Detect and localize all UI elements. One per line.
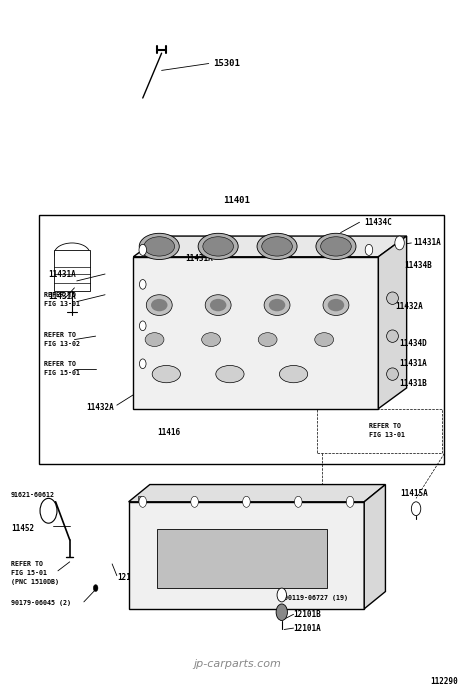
Ellipse shape [151, 299, 167, 311]
Circle shape [395, 236, 404, 250]
Text: 11434C: 11434C [364, 218, 392, 227]
Text: 11431A: 11431A [204, 235, 232, 244]
Bar [137, 496, 143, 502]
Text: 11415A: 11415A [400, 489, 428, 498]
Text: REFER TO: REFER TO [44, 333, 76, 338]
Text: 90119-06727 (19): 90119-06727 (19) [284, 595, 348, 602]
Circle shape [365, 245, 373, 256]
Ellipse shape [198, 234, 238, 260]
Text: 11431A: 11431A [414, 238, 441, 247]
Text: 11431A: 11431A [48, 292, 76, 301]
Ellipse shape [139, 234, 179, 260]
Text: REFER TO: REFER TO [369, 423, 401, 429]
Text: 12101A: 12101A [293, 624, 321, 633]
Text: B: B [46, 507, 51, 516]
Bar [55, 250, 90, 291]
Ellipse shape [315, 333, 334, 346]
Text: 91621-60612: 91621-60612 [11, 492, 55, 498]
Text: REFER TO: REFER TO [44, 292, 76, 298]
Polygon shape [133, 236, 407, 257]
Ellipse shape [328, 299, 344, 311]
Circle shape [411, 502, 421, 516]
Ellipse shape [145, 333, 164, 346]
Text: 11401: 11401 [224, 196, 250, 205]
Text: 90179-06045 (2): 90179-06045 (2) [11, 600, 71, 606]
Ellipse shape [144, 237, 174, 256]
Ellipse shape [387, 292, 398, 304]
Text: (PNC 1510DB): (PNC 1510DB) [11, 579, 59, 585]
Text: 15301: 15301 [213, 59, 240, 68]
Circle shape [191, 496, 198, 507]
Ellipse shape [320, 237, 351, 256]
Text: 12101: 12101 [117, 573, 140, 582]
Circle shape [294, 496, 302, 507]
Ellipse shape [152, 365, 181, 383]
Text: 11421: 11421 [143, 491, 166, 500]
Circle shape [93, 585, 98, 592]
Ellipse shape [55, 243, 90, 263]
Text: 11434D: 11434D [400, 339, 428, 348]
Ellipse shape [269, 299, 285, 311]
Circle shape [139, 496, 146, 507]
Text: 11431A: 11431A [48, 270, 76, 279]
Circle shape [139, 245, 146, 256]
Text: FIG 13-02: FIG 13-02 [44, 342, 80, 347]
Ellipse shape [264, 295, 290, 315]
Text: FIG 13-01: FIG 13-01 [44, 301, 80, 307]
Text: 11416: 11416 [157, 428, 180, 437]
Ellipse shape [216, 365, 244, 383]
Text: 11434B: 11434B [404, 261, 432, 270]
Ellipse shape [316, 234, 356, 260]
Ellipse shape [387, 368, 398, 380]
Polygon shape [133, 257, 378, 409]
Circle shape [243, 496, 250, 507]
Text: 11432A: 11432A [86, 403, 114, 412]
Ellipse shape [262, 237, 292, 256]
Text: 11452: 11452 [11, 523, 34, 532]
Polygon shape [157, 529, 327, 588]
Ellipse shape [258, 333, 277, 346]
Circle shape [139, 279, 146, 289]
Text: 11431B: 11431B [400, 378, 428, 387]
Ellipse shape [203, 237, 234, 256]
Circle shape [40, 498, 57, 523]
Ellipse shape [323, 295, 349, 315]
Polygon shape [378, 236, 407, 409]
Text: 11431A: 11431A [400, 359, 428, 368]
Text: 11432A: 11432A [395, 302, 423, 311]
Text: FIG 15-01: FIG 15-01 [11, 570, 47, 576]
Ellipse shape [146, 295, 172, 315]
Polygon shape [128, 484, 385, 502]
Bar [39, 216, 444, 464]
Ellipse shape [257, 234, 297, 260]
Text: FIG 13-01: FIG 13-01 [369, 432, 405, 438]
Ellipse shape [279, 365, 308, 383]
Circle shape [346, 496, 354, 507]
Text: 11431A: 11431A [185, 254, 213, 263]
Text: 112290: 112290 [431, 677, 458, 686]
Text: REFER TO: REFER TO [44, 362, 76, 367]
Text: jp-carparts.com: jp-carparts.com [193, 659, 281, 669]
Ellipse shape [201, 333, 220, 346]
Ellipse shape [387, 330, 398, 342]
Polygon shape [364, 484, 385, 608]
Text: REFER TO: REFER TO [11, 561, 43, 567]
Circle shape [139, 359, 146, 369]
Polygon shape [128, 502, 364, 608]
Ellipse shape [205, 295, 231, 315]
Circle shape [276, 604, 287, 620]
Circle shape [139, 321, 146, 331]
Bar [317, 409, 442, 453]
Text: 12101B: 12101B [293, 610, 321, 619]
Circle shape [277, 588, 286, 602]
Text: FIG 15-01: FIG 15-01 [44, 371, 80, 376]
Ellipse shape [210, 299, 227, 311]
